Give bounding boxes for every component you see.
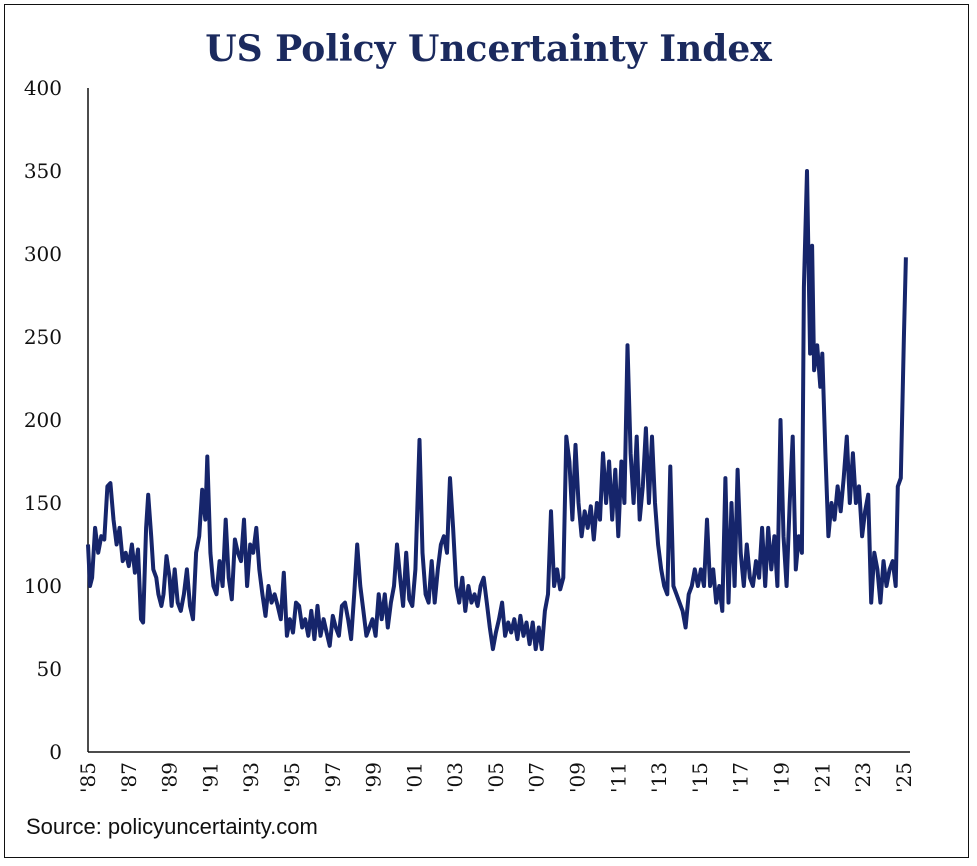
x-tick-label: '07 (525, 762, 549, 793)
y-tick-label: 300 (24, 242, 62, 266)
x-tick-label: '01 (402, 762, 426, 793)
x-tick-label: '23 (851, 762, 875, 793)
y-tick-label: 350 (24, 159, 62, 183)
x-tick-label: '91 (198, 762, 222, 793)
x-tick-label: '95 (280, 762, 304, 793)
y-tick-label: 0 (49, 740, 62, 764)
x-tick-label: '25 (892, 762, 916, 793)
y-tick-label: 50 (37, 657, 62, 681)
y-tick-label: 200 (24, 408, 62, 432)
x-tick-label: '19 (769, 762, 793, 793)
x-tick-label: '97 (321, 762, 345, 793)
x-axis-ticks: '85 '87 '89 '91 '93 '95 '97 '99 '01 '03 '05 '07 '09 '… (76, 762, 916, 793)
x-tick-label: '93 (239, 762, 263, 793)
y-tick-label: 100 (24, 574, 62, 598)
source-note: Source: policyuncertainty.com (26, 814, 318, 839)
y-axis-ticks: 0 50 100 150 200 250 300 350 400 (24, 76, 62, 764)
chart-title: US Policy Uncertainty Index (205, 28, 772, 70)
x-tick-label: '17 (729, 762, 753, 793)
x-tick-label: '03 (443, 762, 467, 793)
y-tick-label: 400 (24, 76, 62, 100)
x-tick-label: '21 (810, 762, 834, 793)
x-tick-label: '89 (158, 762, 182, 793)
x-tick-label: '87 (117, 762, 141, 793)
policy-uncertainty-series-line (86, 169, 908, 652)
x-tick-label: '13 (647, 762, 671, 793)
x-tick-label: '05 (484, 762, 508, 793)
y-tick-label: 150 (24, 491, 62, 515)
y-tick-label: 250 (24, 325, 62, 349)
x-tick-label: '99 (362, 762, 386, 793)
x-tick-label: '09 (566, 762, 590, 793)
chart-frame (4, 4, 969, 858)
x-tick-label: '11 (606, 762, 630, 793)
x-tick-label: '85 (76, 762, 100, 793)
x-tick-label: '15 (688, 762, 712, 793)
